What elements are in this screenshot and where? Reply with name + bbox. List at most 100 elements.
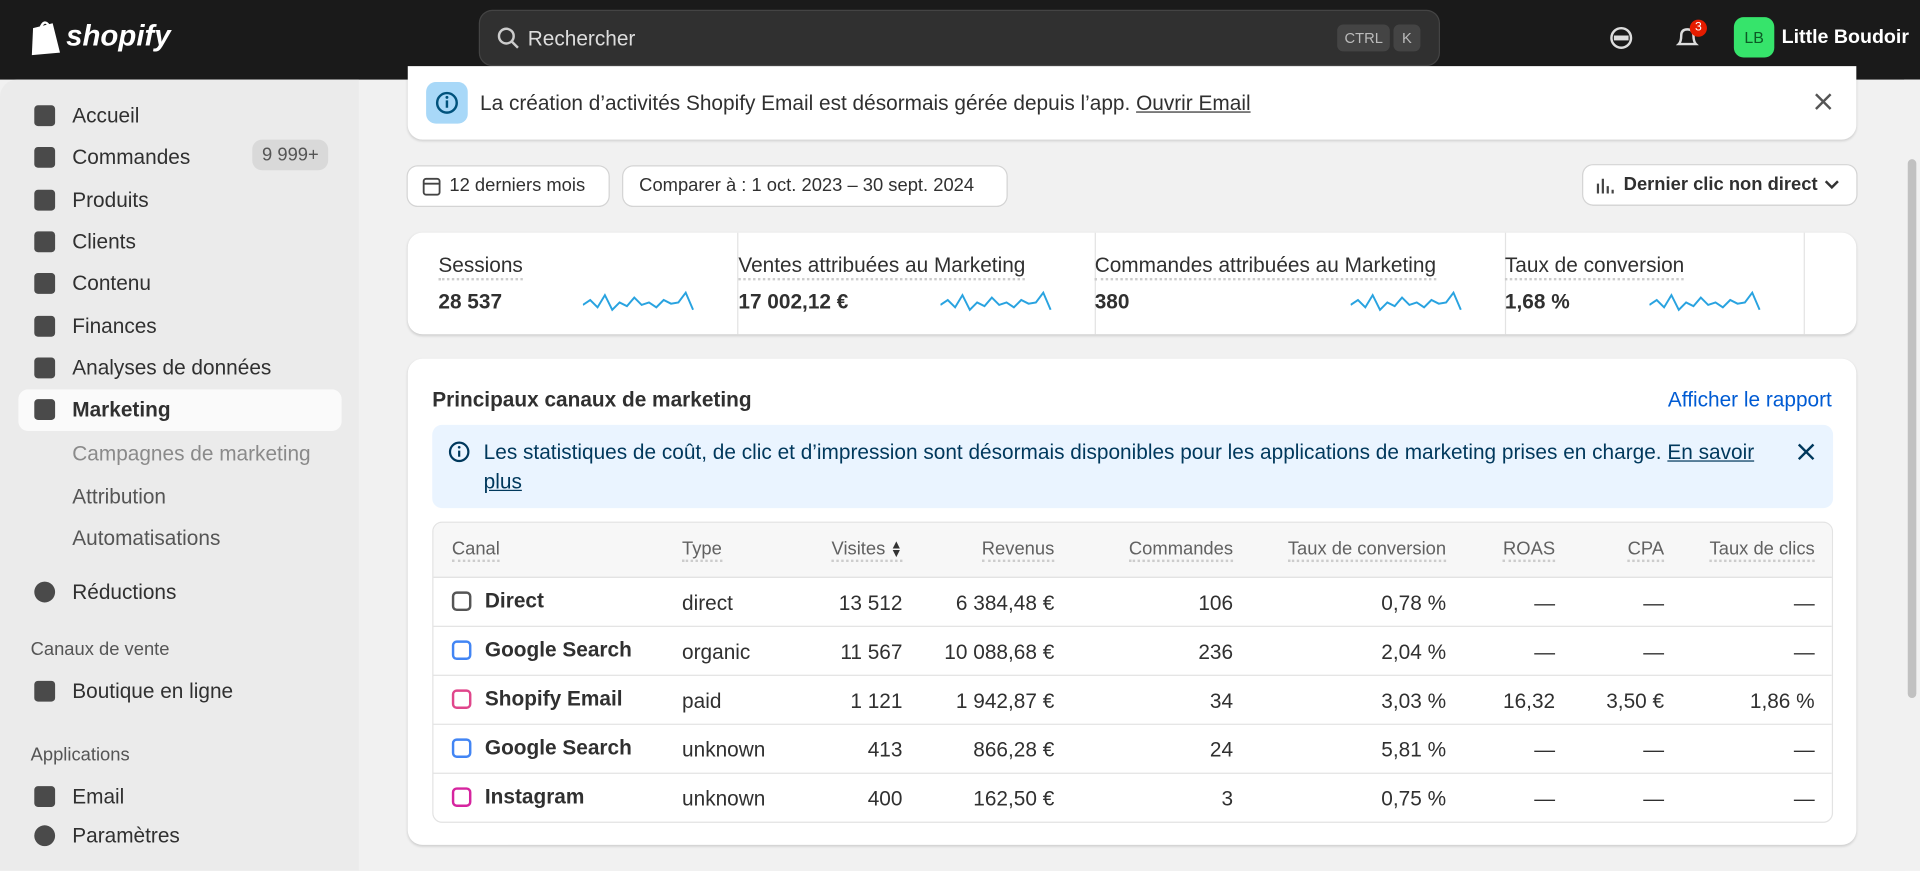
column-header[interactable]: Type [682, 539, 722, 563]
table-cell: 1 121 [850, 689, 903, 713]
column-header[interactable]: Commandes [1128, 539, 1234, 563]
nav-icon [34, 680, 56, 702]
nav-item[interactable]: Analyses de données [72, 356, 272, 380]
column-header[interactable]: Canal [451, 539, 500, 563]
table-cell: 866,28 € [973, 738, 1055, 762]
sparkline [582, 290, 694, 312]
nav-item[interactable]: Boutique en ligne [72, 679, 234, 703]
table-cell: 34 [1209, 689, 1234, 713]
channel-name[interactable]: Direct [484, 588, 544, 613]
nav-icon [34, 189, 56, 211]
table-cell: — [1643, 787, 1665, 811]
nav-item[interactable]: Email [72, 784, 125, 809]
metric-divider [737, 232, 739, 335]
report-link[interactable]: Afficher le rapport [1667, 388, 1832, 412]
nav-subitem[interactable]: Automatisations [72, 526, 221, 550]
table-cell: unknown [682, 787, 766, 811]
table-cell: — [1793, 787, 1815, 811]
scrollbar [1904, 79, 1920, 871]
table-cell: direct [682, 591, 733, 615]
nav-icon [34, 231, 56, 253]
section-heading[interactable]: Canaux de vente [30, 639, 170, 660]
metric-label: Ventes attribuées au Marketing [738, 253, 1026, 281]
channels-card: Principaux canaux de marketing Afficher … [407, 358, 1857, 845]
sparkline [1649, 290, 1761, 312]
column-header[interactable]: Revenus [981, 539, 1055, 563]
table-cell: 5,81 % [1381, 738, 1447, 762]
metric-divider [1094, 232, 1096, 335]
nav-item[interactable]: Marketing [72, 398, 171, 422]
nav-item[interactable]: Accueil [72, 104, 140, 128]
attribution-label: Dernier clic non direct [1623, 173, 1818, 195]
avatar[interactable]: LB [1733, 17, 1775, 58]
table-cell: — [1793, 591, 1815, 615]
table-cell: — [1643, 738, 1665, 762]
nav-icon [34, 825, 56, 847]
column-header[interactable]: Visites [831, 539, 903, 563]
nav-badge: 9 999+ [252, 139, 329, 171]
row-divider [433, 674, 1832, 676]
sidebar-footer: Paramètres [0, 810, 359, 871]
account-icon[interactable] [1608, 24, 1635, 51]
table-cell: — [1534, 591, 1556, 615]
bell-icon[interactable] [1674, 24, 1701, 51]
table-cell: 3 [1221, 787, 1234, 811]
channel-name[interactable]: Google Search [484, 735, 632, 760]
table-cell: 162,50 € [973, 787, 1055, 811]
row-divider [433, 772, 1832, 774]
column-header[interactable]: CPA [1627, 539, 1665, 563]
table-cell: — [1534, 738, 1556, 762]
nav-item[interactable]: Finances [72, 314, 157, 338]
search-bar[interactable]: Rechercher CTRL K [480, 11, 1439, 65]
table-cell: 3,03 % [1381, 689, 1447, 713]
notice-text: Les statistiques de coût, de clic et d’i… [484, 438, 1776, 497]
metric-label: Commandes attribuées au Marketing [1094, 253, 1437, 281]
metric-label: Sessions [438, 253, 523, 281]
store-name[interactable]: Little Boudoir [1781, 26, 1909, 48]
section-heading[interactable]: Applications [30, 744, 130, 766]
banner-link[interactable]: Ouvrir Email [1136, 91, 1251, 116]
nav-subitem[interactable]: Attribution [72, 484, 166, 509]
nav-item[interactable]: Commandes [72, 146, 191, 170]
table-cell: 16,32 [1503, 689, 1556, 713]
notice-link[interactable]: En savoir plus [483, 440, 1755, 494]
nav-item[interactable]: Produits [72, 188, 149, 212]
column-header[interactable]: Taux de clics [1709, 539, 1815, 563]
date-filter[interactable]: 12 derniers mois [407, 166, 609, 206]
nav-item[interactable]: Paramètres [72, 824, 180, 848]
table-cell: 106 [1198, 591, 1234, 615]
sparkline [1350, 290, 1462, 312]
metric-divider [1504, 232, 1507, 335]
metrics-card: Sessions 28 537 Ventes attribuées au Marke… [407, 232, 1857, 335]
channel-name[interactable]: Shopify Email [484, 686, 623, 711]
nav-icon [34, 357, 56, 379]
table-cell: — [1643, 640, 1665, 664]
column-header[interactable]: Taux de conversion [1287, 539, 1447, 563]
table-cell: 1,86 % [1749, 689, 1815, 713]
table-cell: 13 512 [838, 591, 903, 615]
nav-item[interactable]: Contenu [72, 272, 151, 296]
nav-item[interactable]: Réductions [72, 580, 177, 604]
attribution-filter[interactable]: Dernier clic non direct [1583, 165, 1857, 205]
nav-active [18, 389, 342, 432]
nav-icon [34, 786, 56, 807]
table-cell: 0,78 % [1381, 591, 1447, 615]
channel-name[interactable]: Instagram [484, 784, 585, 809]
column-header[interactable]: ROAS [1503, 539, 1556, 563]
metric-value: 17 002,12 € [738, 290, 849, 314]
sort-icon: ▲ ▼ [890, 538, 903, 561]
close-button[interactable] [1797, 443, 1815, 461]
channel-name[interactable]: Google Search [484, 637, 632, 662]
table-cell: — [1534, 787, 1556, 811]
compare-filter[interactable]: Comparer à : 1 oct. 2023 – 30 sept. 2024 [623, 166, 1007, 206]
nav-icon [34, 399, 56, 421]
table-cell: 24 [1209, 738, 1234, 762]
table-cell: — [1643, 591, 1665, 615]
nav-item[interactable]: Clients [72, 230, 136, 254]
scrollbar-thumb[interactable] [1907, 159, 1917, 698]
close-button[interactable] [1815, 93, 1832, 110]
table-cell: paid [682, 689, 722, 713]
nav-subitem[interactable]: Campagnes de marketing [72, 442, 311, 466]
